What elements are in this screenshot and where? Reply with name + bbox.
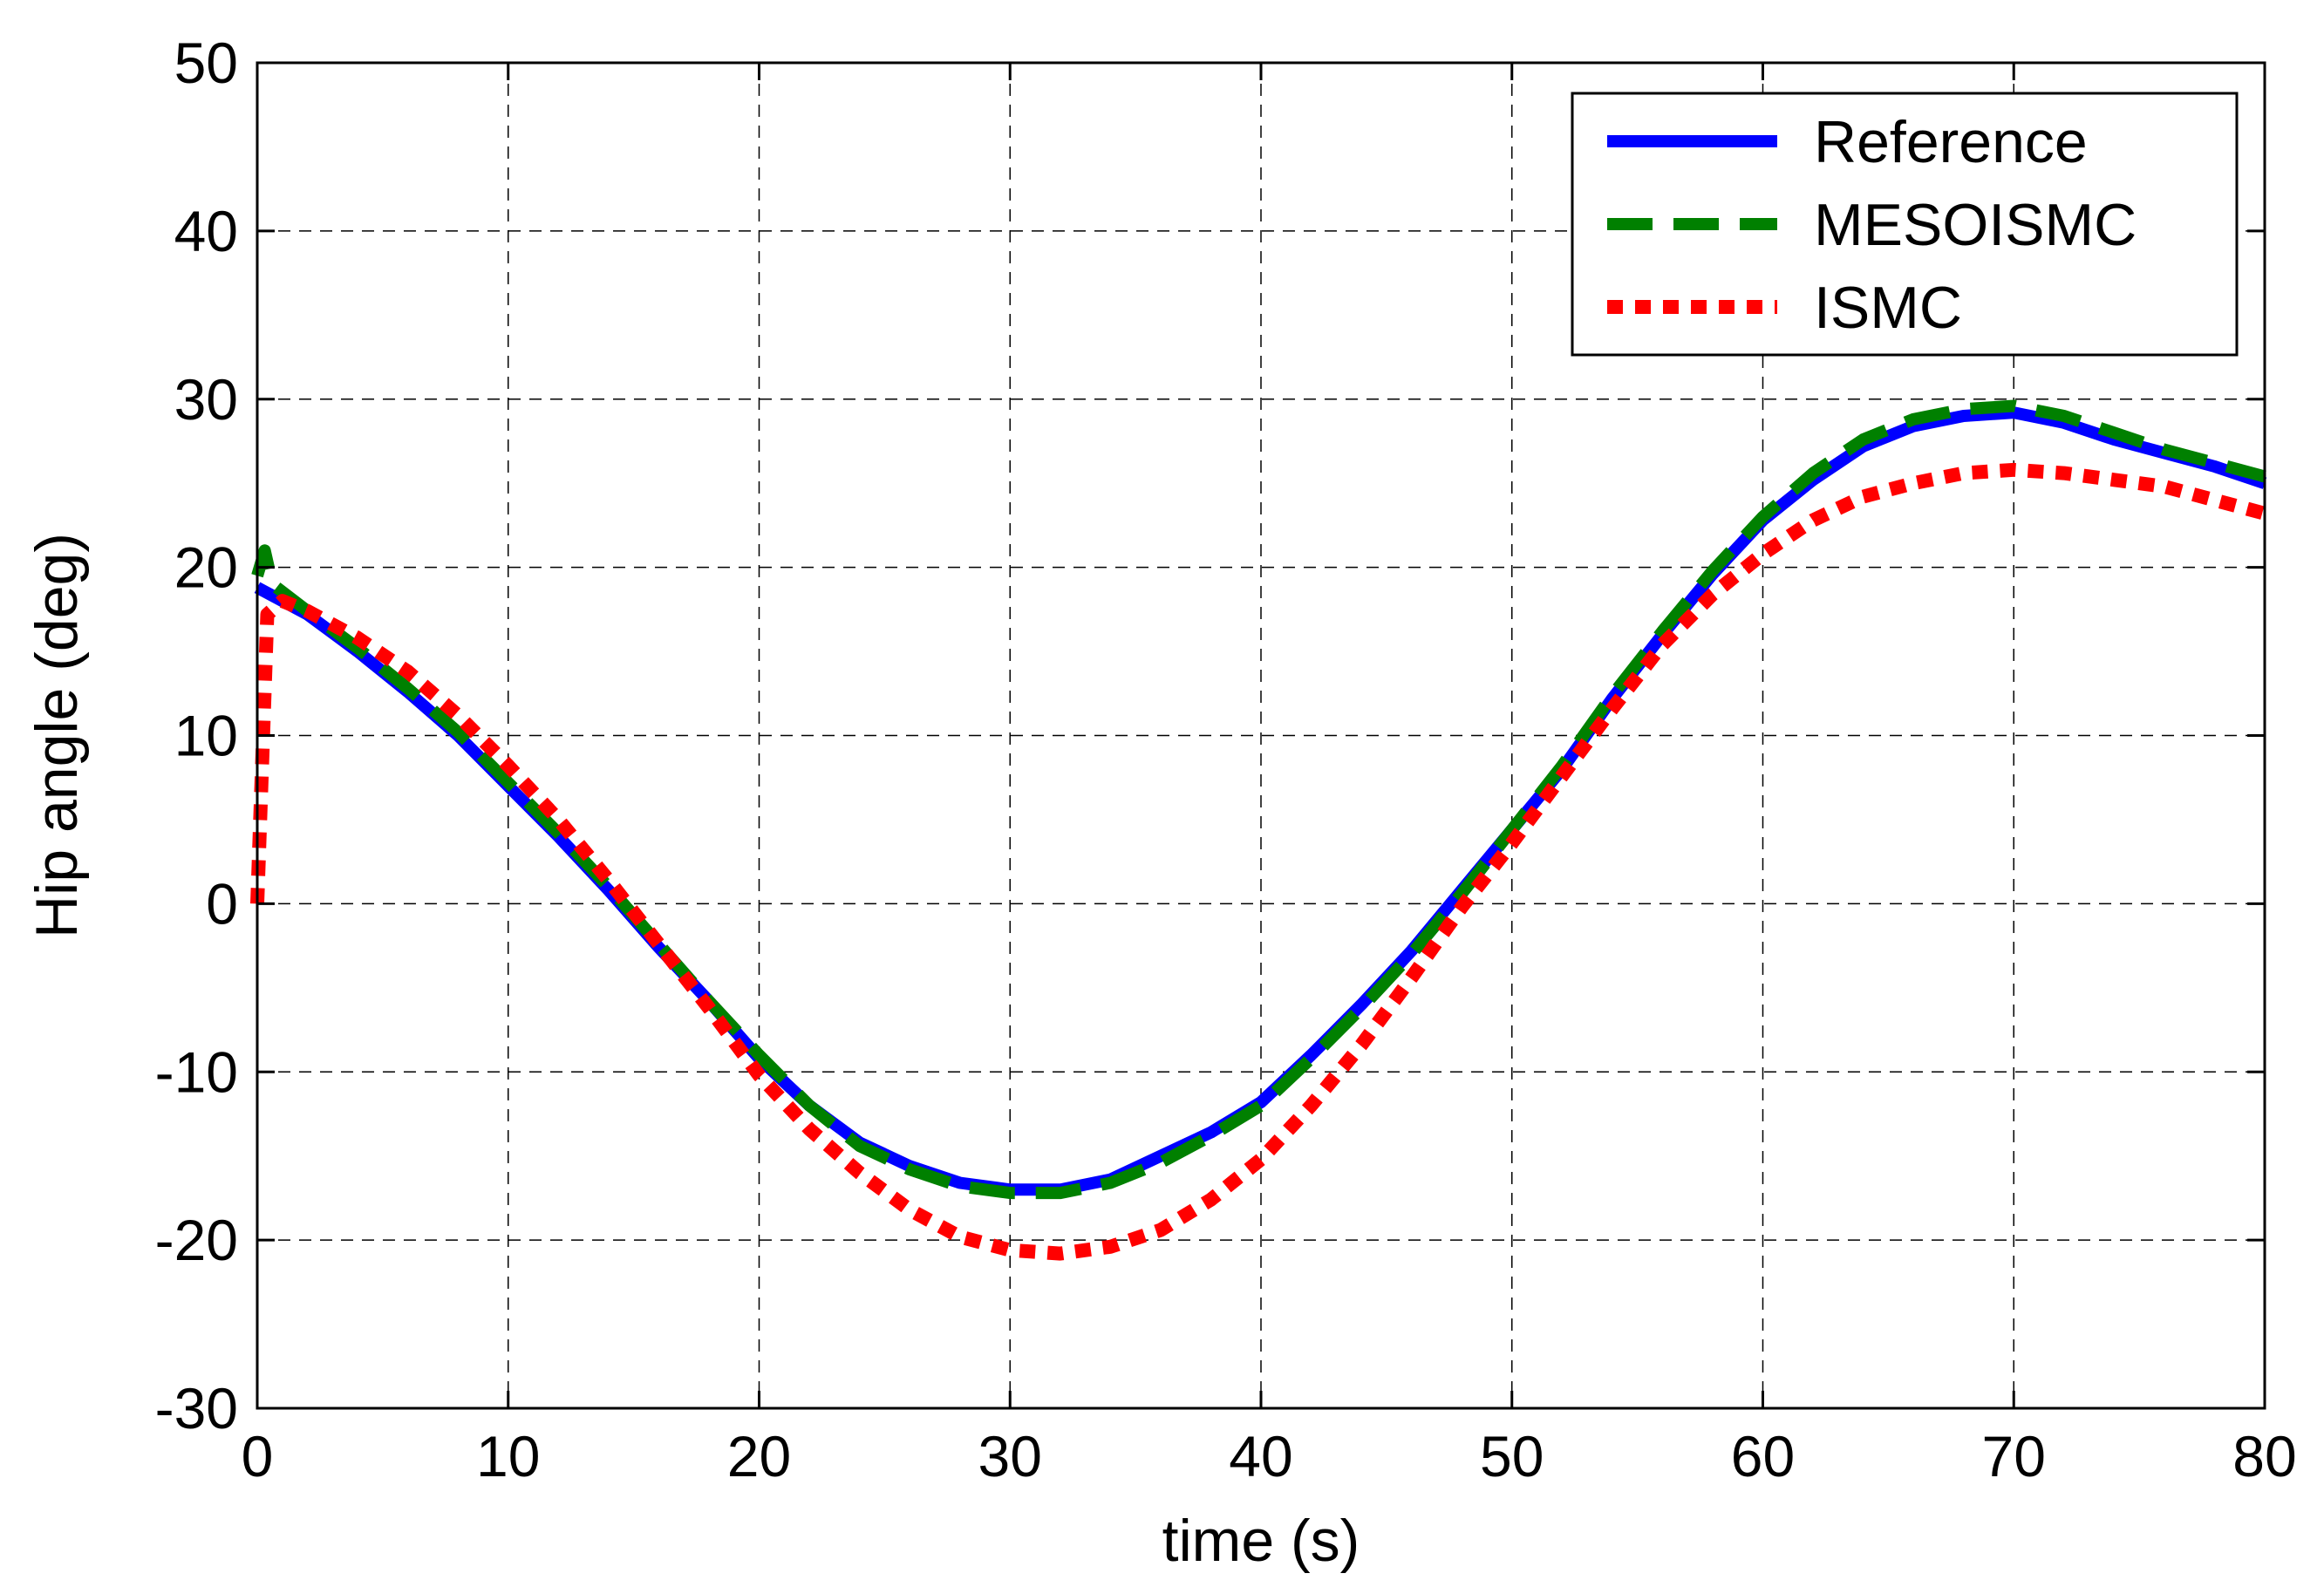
legend: Reference MESOISMC ISMC <box>1571 92 2239 357</box>
x-tick-label: 10 <box>476 1424 540 1488</box>
x-tick-label: 20 <box>727 1424 791 1488</box>
series-line-mesoismc <box>251 399 2266 1200</box>
x-axis-label: time (s) <box>1162 1508 1360 1574</box>
y-tick-label: -30 <box>155 1376 238 1441</box>
legend-label-ismc: ISMC <box>1814 275 1962 341</box>
x-tick-label: 50 <box>1480 1424 1544 1488</box>
x-tick-label: 40 <box>1229 1424 1292 1488</box>
series-layer <box>250 399 2267 1261</box>
x-tick-label: 80 <box>2232 1424 2296 1488</box>
tick-labels: 0 10 20 30 40 50 60 70 80 -30 -20 -10 0 10 20 30 40 50 <box>155 31 2297 1488</box>
grid-lines <box>257 63 2265 1408</box>
x-tick-label: 30 <box>978 1424 1042 1488</box>
y-tick-label: -20 <box>155 1208 238 1272</box>
legend-label-reference: Reference <box>1814 109 2088 175</box>
x-tick-label: 0 <box>242 1424 274 1488</box>
series-line-ismc <box>250 462 2267 1261</box>
y-tick-label: 50 <box>174 31 238 95</box>
legend-label-mesoismc: MESOISMC <box>1814 192 2137 258</box>
y-tick-label: 0 <box>206 871 238 936</box>
y-tick-label: 10 <box>174 704 238 768</box>
y-axis-label: Hip angle (deg) <box>24 533 90 938</box>
x-tick-label: 60 <box>1731 1424 1795 1488</box>
axis-ticks <box>256 61 2266 1410</box>
y-tick-label: 40 <box>174 199 238 263</box>
x-tick-label: 70 <box>1982 1424 2046 1488</box>
y-tick-label: -10 <box>155 1039 238 1104</box>
y-tick-label: 20 <box>174 535 238 600</box>
y-tick-label: 30 <box>174 367 238 432</box>
